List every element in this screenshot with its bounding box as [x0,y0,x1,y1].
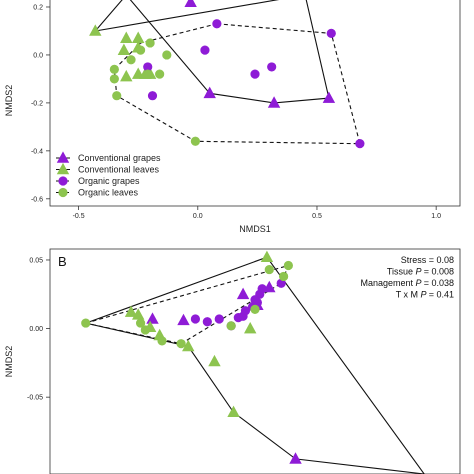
organic-grapes-point [214,314,224,324]
x-tick-label: -0.5 [73,213,85,220]
conventional-leaves-point [120,31,133,43]
conventional-grapes-point [177,313,190,326]
conventional-grapes-point [289,452,302,464]
organic-grapes-point [200,45,210,55]
organic-grapes-point [250,295,260,305]
conventional-leaves-point [227,405,240,418]
y-tick-label: -0.05 [27,395,43,402]
legend-label: Conventional grapes [78,153,161,163]
organic-leaves-point [135,45,146,55]
organic-leaves-point [157,336,167,346]
plot-frame [49,0,461,207]
organic-leaves-point [226,321,236,331]
organic-leaves-point [126,55,136,65]
organic-leaves-point [140,325,150,335]
organic-leaves-point [250,304,260,314]
conventional-leaves-point [117,43,131,55]
organic-grapes-point [326,28,336,38]
organic-leaves-point [155,69,165,79]
conventional-leaves-point [244,321,257,334]
organic-grapes-point [355,139,365,149]
organic-grapes-point [147,91,158,101]
panel-label: B [58,254,67,269]
organic-leaves-point [135,318,146,328]
conventional-leaves-point [182,339,195,352]
legend-marker [56,151,70,163]
organic-grapes-point [240,306,251,316]
legend-label: Conventional leaves [78,165,160,175]
y-axis-label: NMDS2 [4,346,14,378]
organic-leaves-point [283,260,293,271]
organic-grapes-point [267,62,277,72]
conventional-leaves-point [208,354,221,367]
organic-leaves-point [264,264,274,275]
y-tick-label: -0.4 [31,148,43,155]
organic-grapes-point [212,19,222,29]
legend-label: Organic grapes [78,176,140,186]
conventional-leaves-point [89,24,102,36]
x-tick-label: 1.0 [431,213,441,220]
organic-grapes-point [190,314,201,324]
organic-leaves-point [109,64,119,74]
plot-frame [49,248,461,474]
organic-grapes-point [202,317,212,327]
organic-grapes-point [250,69,260,79]
organic-grapes-point [257,284,267,294]
conventional-grapes-point [146,312,159,324]
y-tick-label: 0.00 [29,326,43,333]
legend-marker [56,162,70,175]
conventional-hull [83,256,425,474]
conventional-grapes-point [203,86,216,99]
organic-leaves-point [109,74,119,84]
legend-marker [58,187,68,198]
conventional-hull [93,0,330,104]
conventional-grapes-point [322,91,336,103]
organic-leaves-point [190,136,201,146]
y-tick-label: 0.0 [33,52,43,59]
organic-leaves-point [112,91,122,101]
conventional-grapes-point [267,96,281,108]
conventional-grapes-point [236,287,250,300]
conventional-grapes-point [184,0,197,7]
organic-leaves-point [279,271,289,282]
stat-annotation: Stress = 0.08 [401,255,454,265]
organic-leaves-point [176,339,186,349]
y-tick-label: -0.6 [31,196,43,203]
organic-hull [85,264,290,345]
stat-annotation: Tissue P = 0.008 [387,267,454,277]
organic-leaves-point [145,38,155,48]
y-tick-label: 0.2 [33,4,43,11]
legend-marker [58,176,68,186]
conventional-leaves-point [124,305,138,317]
conventional-leaves-point [260,250,274,263]
organic-leaves-point [143,69,153,79]
organic-leaves-point [162,50,172,60]
conventional-leaves-point [131,31,145,43]
y-axis-label: NMDS2 [4,85,14,117]
legend-label: Organic leaves [78,188,139,198]
x-tick-label: 0.0 [193,213,203,220]
panel-b: 0.05 0.00 -0.05 NMDS2 B Stress = 0.08 Tissue P… [4,248,461,474]
panel-a: 0.2 0.0 -0.2 -0.4 -0.6 -0.5 0.0 0.5 1.0 NMDS1 NMDS… [4,0,461,234]
organic-leaves-point [81,318,91,328]
x-tick-label: 0.5 [312,213,322,220]
y-tick-label: 0.05 [29,257,43,264]
stat-annotation: T x M P = 0.41 [396,290,454,300]
conventional-leaves-point [120,69,133,82]
stat-annotation: Management P = 0.038 [361,278,455,288]
x-axis-label: NMDS1 [239,224,271,234]
y-tick-label: -0.2 [31,100,43,107]
